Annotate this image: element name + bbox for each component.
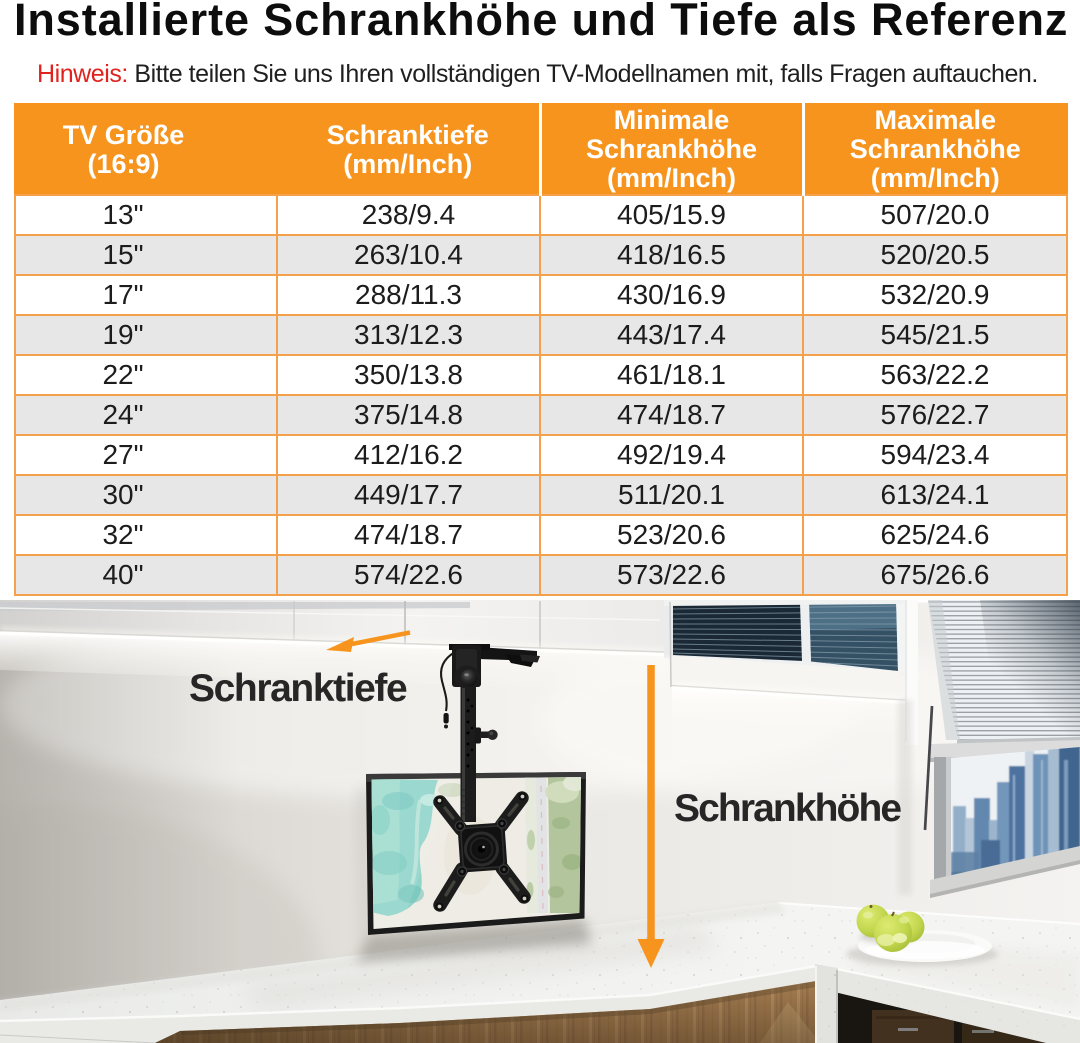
svg-text:Schrankhöhe: Schrankhöhe — [674, 787, 901, 830]
svg-text:Schranktiefe: Schranktiefe — [189, 667, 407, 710]
